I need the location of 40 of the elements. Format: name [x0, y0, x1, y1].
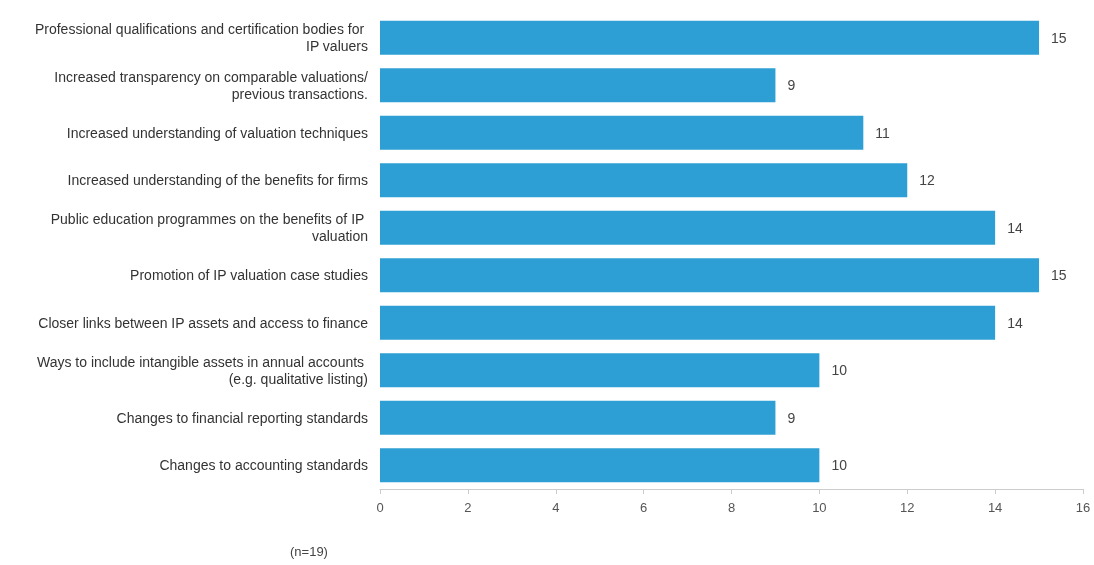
x-tick-label: 2 — [464, 500, 472, 515]
y-tick-label: Increased understanding of valuation techniques — [66, 124, 368, 141]
x-tick-label: 4 — [552, 500, 560, 515]
data-label: 12 — [919, 172, 936, 189]
bar — [380, 258, 1040, 293]
data-label: 9 — [787, 409, 796, 426]
bar — [380, 163, 908, 198]
x-tick-label: 0 — [376, 500, 384, 515]
data-label: 15 — [1051, 267, 1067, 284]
text: (n=19) — [290, 544, 328, 559]
x-tick-label: 12 — [900, 500, 915, 515]
bar — [380, 68, 776, 103]
y-tick-label: Increased understanding of the benefits for firms — [67, 172, 368, 189]
data-label: 15 — [1051, 29, 1067, 46]
y-tick-label: Changes to financial reporting standards — [116, 409, 368, 426]
bar — [380, 210, 996, 245]
bar — [380, 448, 820, 483]
bar — [380, 400, 776, 435]
data-label: 10 — [831, 457, 848, 474]
y-tick-label: Increased transparency on comparable valuations/previous transactions. — [54, 68, 369, 102]
bar — [380, 115, 864, 150]
x-tick-label: 16 — [1075, 500, 1091, 515]
y-tick-label: Ways to include intangible assets in annual accounts (e.g. qualitative listing) — [36, 353, 368, 387]
x-tick-label: 10 — [812, 500, 827, 515]
data-label: 11 — [875, 124, 891, 141]
x-tick-label: 14 — [987, 500, 1003, 515]
bar — [380, 20, 1040, 55]
bar — [380, 353, 820, 388]
x-tick-label: 6 — [640, 500, 648, 515]
y-tick-label: Promotion of IP valuation case studies — [130, 267, 368, 284]
data-label: 9 — [787, 77, 796, 94]
data-label: 10 — [831, 362, 848, 379]
data-label: 14 — [1007, 219, 1023, 236]
y-tick-label: Changes to accounting standards — [159, 457, 368, 474]
data-label: 14 — [1007, 314, 1023, 331]
y-tick-label: Public education programmes on the benefits of IP valuation — [50, 211, 368, 245]
y-tick-label: Closer links between IP assets and access to finance — [38, 314, 369, 331]
x-tick-label: 8 — [727, 500, 736, 515]
bar — [380, 305, 996, 340]
y-tick-label: Professional qualifications and certification bodies for IP valuers — [34, 21, 368, 55]
